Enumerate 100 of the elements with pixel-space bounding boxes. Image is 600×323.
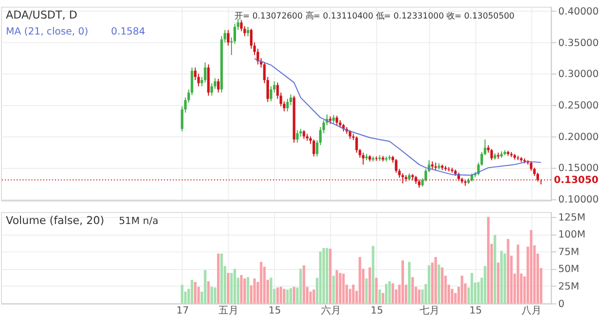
- candlestick: [240, 19, 243, 32]
- bar: [408, 262, 411, 304]
- bar: [226, 272, 230, 304]
- candlestick: [362, 152, 364, 166]
- bar: [440, 267, 444, 304]
- bar: [352, 284, 355, 304]
- bar: [180, 284, 184, 304]
- y-tick-label: 0.15000: [558, 163, 599, 174]
- bar: [214, 287, 216, 304]
- bar: [384, 284, 388, 304]
- bar: [392, 283, 394, 304]
- bar: [210, 286, 214, 304]
- bar: [270, 278, 272, 304]
- bar: [428, 265, 430, 304]
- bar: [329, 248, 332, 304]
- bar: [378, 290, 381, 304]
- bar: [460, 276, 464, 304]
- x-tick-label: 五月: [218, 306, 239, 317]
- bar: [280, 286, 282, 304]
- bar: [375, 278, 378, 304]
- candlestick: [246, 26, 250, 37]
- bar: [326, 248, 328, 304]
- candlestick: [204, 62, 206, 84]
- bar: [365, 278, 368, 304]
- bar: [372, 246, 374, 304]
- bar: [207, 281, 210, 304]
- candlestick: [312, 139, 316, 157]
- y-tick-label: 100M: [558, 230, 586, 241]
- bar: [487, 216, 490, 304]
- bar: [434, 257, 437, 304]
- bar: [299, 268, 302, 304]
- chart-title: ADA/USDT, D: [6, 8, 78, 22]
- x-tick-label: 17: [176, 306, 189, 317]
- bar: [319, 251, 322, 304]
- bar: [240, 274, 243, 304]
- bar: [401, 260, 404, 304]
- bar: [204, 270, 206, 304]
- bar: [348, 288, 352, 304]
- y-tick-label: 25M: [558, 282, 580, 293]
- bar: [504, 254, 506, 304]
- candlestick: [490, 148, 493, 161]
- bar: [194, 282, 197, 304]
- y-tick-label: 0.25000: [558, 100, 599, 112]
- bar: [322, 248, 325, 304]
- annotation: 51M n/a: [118, 216, 158, 227]
- x-tick-label: 六月: [320, 304, 341, 317]
- candlestick: [217, 78, 220, 94]
- chart-title: Volume (false, 20): [6, 214, 104, 227]
- bar: [282, 288, 286, 304]
- bar: [220, 254, 223, 304]
- candlestick: [355, 136, 358, 154]
- candlestick: [270, 86, 272, 102]
- bar: [438, 264, 440, 304]
- bar: [302, 265, 306, 304]
- y-tick-label: 125M: [558, 212, 586, 224]
- bar: [292, 286, 296, 304]
- bar: [496, 262, 500, 304]
- y-tick-label: 0.10000: [558, 194, 599, 206]
- bar: [253, 278, 256, 304]
- x-tick-label: 15: [469, 306, 482, 317]
- y-tick-label: 0.20000: [558, 132, 599, 143]
- y-tick-label: 0.30000: [558, 69, 599, 80]
- bar: [358, 257, 362, 304]
- bar: [382, 292, 384, 304]
- bar: [477, 282, 480, 304]
- y-tick-label: 0.35000: [558, 38, 599, 49]
- bar: [484, 266, 486, 304]
- bar: [286, 290, 289, 304]
- bar: [289, 288, 292, 304]
- bar: [516, 244, 520, 304]
- candlestick: [286, 98, 289, 112]
- candlestick: [296, 130, 299, 144]
- bar: [338, 272, 342, 304]
- x-tick-label: 八月: [522, 306, 542, 317]
- text: MA (21, close, 0): [6, 26, 88, 38]
- bar: [332, 276, 335, 304]
- bar: [246, 277, 250, 304]
- bar: [470, 272, 474, 304]
- y-tick-label: 0.40000: [558, 6, 599, 18]
- bar: [234, 268, 236, 304]
- bar: [336, 270, 338, 304]
- bar: [450, 288, 454, 304]
- candlestick: [394, 158, 398, 174]
- candlestick: [226, 29, 230, 46]
- bar: [368, 267, 372, 304]
- bar: [312, 290, 316, 304]
- bar: [530, 230, 532, 304]
- bar: [388, 281, 391, 304]
- bar: [217, 254, 220, 304]
- y-tick-label: 0: [558, 298, 564, 310]
- bar: [230, 272, 233, 304]
- bar: [243, 278, 246, 304]
- bar: [500, 250, 503, 304]
- bar: [494, 234, 496, 304]
- x-tick-label: 15: [268, 306, 282, 317]
- ref-line-label: 0.13050: [554, 174, 599, 186]
- bar: [506, 239, 510, 304]
- y-tick-label: 75M: [558, 246, 580, 258]
- bar: [342, 274, 345, 304]
- x-tick-label: 七月: [420, 304, 440, 317]
